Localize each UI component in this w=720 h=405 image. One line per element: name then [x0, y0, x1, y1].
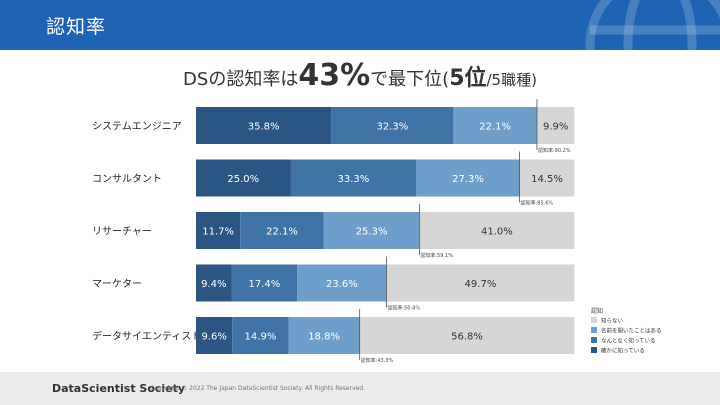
page-title: 認知率 — [46, 16, 107, 38]
legend-label: 名前を聞いたことはある — [601, 327, 662, 335]
awareness-label: 認知率:90.2% — [538, 147, 571, 154]
bar-value-label: 22.1% — [479, 122, 511, 133]
bar-segment — [196, 317, 233, 354]
bar-segment — [297, 264, 387, 302]
bar-value-label: 11.7% — [202, 227, 234, 238]
headline-highlight: 43% — [298, 58, 371, 93]
bar-segment — [231, 264, 298, 302]
legend-swatch — [591, 347, 597, 353]
bar-segment — [323, 212, 420, 249]
legend-swatch — [591, 327, 597, 333]
bar-segment — [288, 317, 360, 354]
awareness-label: 認知率:85.6% — [521, 200, 554, 207]
bar-value-label: 9.6% — [201, 332, 226, 343]
legend-title: 認知 — [591, 307, 603, 315]
bar-value-label: 23.6% — [326, 279, 358, 290]
headline: DSの認知率は43%で最下位(5位/5職種) — [0, 58, 720, 93]
bar-value-label: 9.4% — [201, 279, 226, 290]
bar-segment — [196, 107, 332, 144]
awareness-chart: システムエンジニア 35.8% 32.3% 22.1% 9.9% 認知率:90.2% コンサ… — [92, 99, 662, 364]
bar-value-label: 41.0% — [481, 227, 513, 238]
bar-value-label: 32.3% — [376, 122, 408, 133]
bar-value-label: 49.7% — [465, 279, 497, 290]
awareness-label: 認知率:59.1% — [420, 252, 453, 259]
bar-segment — [331, 107, 454, 144]
bar-value-label: 22.1% — [266, 227, 298, 238]
footer — [0, 372, 720, 405]
category-label: マーケター — [92, 278, 142, 290]
bar-segment — [196, 159, 291, 197]
bar-segment — [290, 159, 417, 197]
bar-segment — [536, 107, 575, 144]
bar-value-label: 14.5% — [531, 174, 563, 185]
headline-part2: で最下位( — [370, 69, 450, 90]
header-bar: 認知率 — [0, 0, 720, 50]
bar-segment — [359, 317, 575, 354]
bar-value-label: 9.9% — [543, 122, 568, 133]
bar-segment — [419, 212, 575, 249]
bar-value-label: 56.8% — [451, 332, 483, 343]
bar-value-label: 25.0% — [227, 174, 259, 185]
bar-segment — [453, 107, 537, 144]
headline-rank: 5位 — [449, 66, 487, 91]
bar-value-label: 35.8% — [248, 122, 280, 133]
legend-label: 知らない — [601, 317, 624, 325]
awareness-label: 認知率:43.3% — [361, 357, 394, 364]
footer-copyright: Copyright © 2022 The Japan DataScientist… — [150, 385, 366, 392]
category-label: システムエンジニア — [92, 121, 182, 133]
bar-value-label: 14.9% — [245, 332, 277, 343]
bar-segment — [386, 264, 575, 302]
bar-segment — [196, 212, 241, 249]
category-label: リサーチャー — [92, 226, 152, 238]
bar-segment — [416, 159, 520, 197]
legend-label: 確かに知っている — [601, 347, 645, 355]
headline-part1: DSの認知率は — [183, 69, 299, 90]
bar-segment — [232, 317, 289, 354]
bar-value-label: 25.3% — [356, 227, 388, 238]
legend-swatch — [591, 317, 597, 323]
headline-part3: /5職種) — [486, 71, 537, 89]
bar-value-label: 27.3% — [452, 174, 484, 185]
footer-org: DataScientist Society — [52, 382, 186, 395]
legend-label: なんとなく知っている — [601, 337, 656, 345]
bar-value-label: 18.8% — [308, 332, 340, 343]
awareness-label: 認知率:50.4% — [388, 305, 421, 312]
legend-swatch — [591, 337, 597, 343]
bar-segment — [240, 212, 324, 249]
bar-segment — [196, 264, 232, 302]
category-label: コンサルタント — [92, 173, 162, 185]
category-label: データサイエンティスト — [92, 330, 201, 343]
globe-decoration-icon — [585, 0, 720, 50]
bar-value-label: 33.3% — [338, 174, 370, 185]
bar-segment — [519, 159, 575, 197]
bar-value-label: 17.4% — [249, 279, 281, 290]
